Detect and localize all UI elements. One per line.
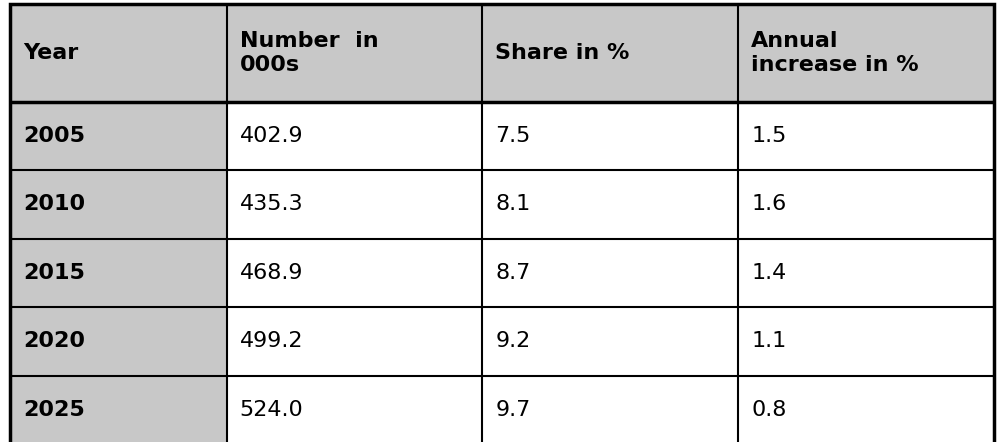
Text: 8.1: 8.1 [494, 194, 531, 214]
Text: 8.7: 8.7 [494, 263, 531, 283]
Text: 9.7: 9.7 [494, 400, 531, 420]
Text: 1.5: 1.5 [750, 126, 785, 146]
Bar [10, 4, 227, 102]
Bar [227, 4, 481, 102]
Text: 7.5: 7.5 [494, 126, 531, 146]
Text: 524.0: 524.0 [240, 400, 303, 420]
Text: 2025: 2025 [23, 400, 85, 420]
Text: 2015: 2015 [23, 263, 85, 283]
Bar [481, 102, 737, 170]
Text: 2010: 2010 [23, 194, 85, 214]
Bar [10, 239, 227, 307]
Bar [227, 102, 481, 170]
Text: Number  in
000s: Number in 000s [240, 30, 378, 76]
Text: Share in %: Share in % [494, 43, 629, 63]
Bar [10, 376, 227, 442]
Text: 1.6: 1.6 [750, 194, 785, 214]
Bar [481, 4, 737, 102]
Bar [10, 102, 227, 170]
Text: 468.9: 468.9 [240, 263, 303, 283]
Bar [737, 102, 993, 170]
Text: 435.3: 435.3 [240, 194, 303, 214]
Text: 402.9: 402.9 [240, 126, 303, 146]
Text: 9.2: 9.2 [494, 332, 531, 351]
Text: 2020: 2020 [23, 332, 85, 351]
Text: 0.8: 0.8 [750, 400, 785, 420]
Text: 2005: 2005 [23, 126, 85, 146]
Bar [737, 307, 993, 376]
Text: Annual
increase in %: Annual increase in % [750, 30, 918, 76]
Bar [10, 307, 227, 376]
Text: Year: Year [23, 43, 78, 63]
Bar [10, 170, 227, 239]
Bar [737, 170, 993, 239]
Bar [227, 170, 481, 239]
Text: 499.2: 499.2 [240, 332, 303, 351]
Bar [481, 376, 737, 442]
Bar [227, 239, 481, 307]
Bar [227, 376, 481, 442]
Bar [737, 376, 993, 442]
Bar [227, 307, 481, 376]
Bar [737, 4, 993, 102]
Bar [737, 239, 993, 307]
Bar [481, 239, 737, 307]
Text: 1.1: 1.1 [750, 332, 785, 351]
Bar [481, 170, 737, 239]
Bar [481, 307, 737, 376]
Text: 1.4: 1.4 [750, 263, 785, 283]
